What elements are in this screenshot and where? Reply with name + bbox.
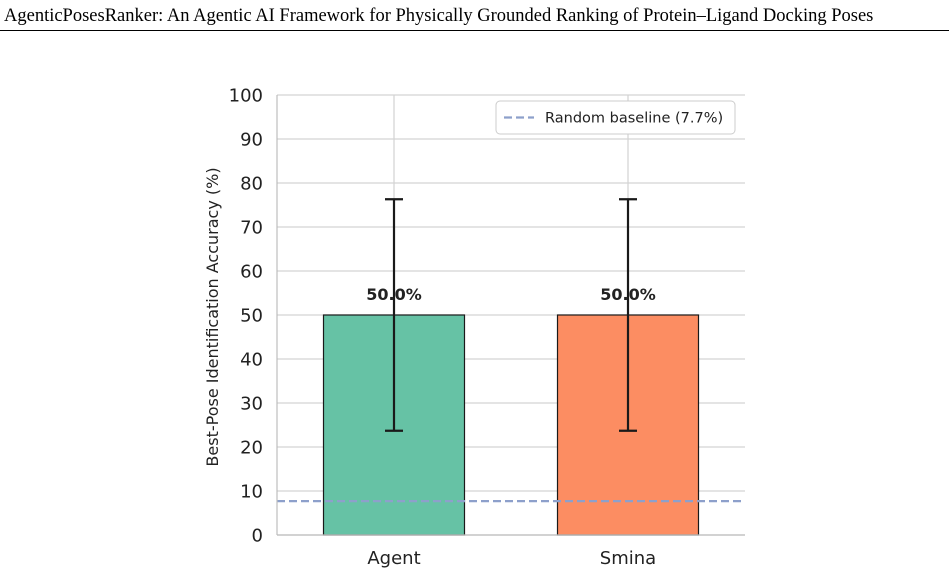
y-tick-label: 70 — [240, 218, 263, 239]
axes: 0 10 20 30 40 50 60 70 80 90 100 Best-Pose Identifi… — [203, 86, 745, 569]
x-tick-label: Agent — [367, 548, 420, 569]
page-header: AgenticPosesRanker: An Agentic AI Framew… — [0, 0, 949, 31]
legend: Random baseline (7.7%) — [495, 100, 736, 135]
legend-box — [495, 100, 736, 135]
y-tick-label: 10 — [240, 482, 263, 503]
error-bars — [385, 198, 637, 432]
y-tick-label: 90 — [240, 130, 263, 151]
y-tick-label: 40 — [240, 350, 263, 371]
y-tick-label: 0 — [252, 526, 263, 547]
y-tick-label: 100 — [229, 86, 263, 107]
legend-baseline-label: Random baseline (7.7%) — [545, 111, 723, 127]
y-tick-label: 30 — [240, 394, 263, 415]
y-tick-label: 80 — [240, 174, 263, 195]
y-tick-label: 20 — [240, 438, 263, 459]
data-label: 50.0% — [600, 285, 656, 304]
y-tick-label: 50 — [240, 306, 263, 327]
x-tick-label: Smina — [600, 548, 656, 569]
data-labels: 50.0% 50.0% — [366, 285, 656, 304]
y-tick-label: 60 — [240, 262, 263, 283]
paper-running-title: AgenticPosesRanker: An Agentic AI Framew… — [4, 6, 874, 26]
y-axis-label: Best-Pose Identification Accuracy (%) — [203, 167, 222, 466]
data-label: 50.0% — [366, 285, 422, 304]
